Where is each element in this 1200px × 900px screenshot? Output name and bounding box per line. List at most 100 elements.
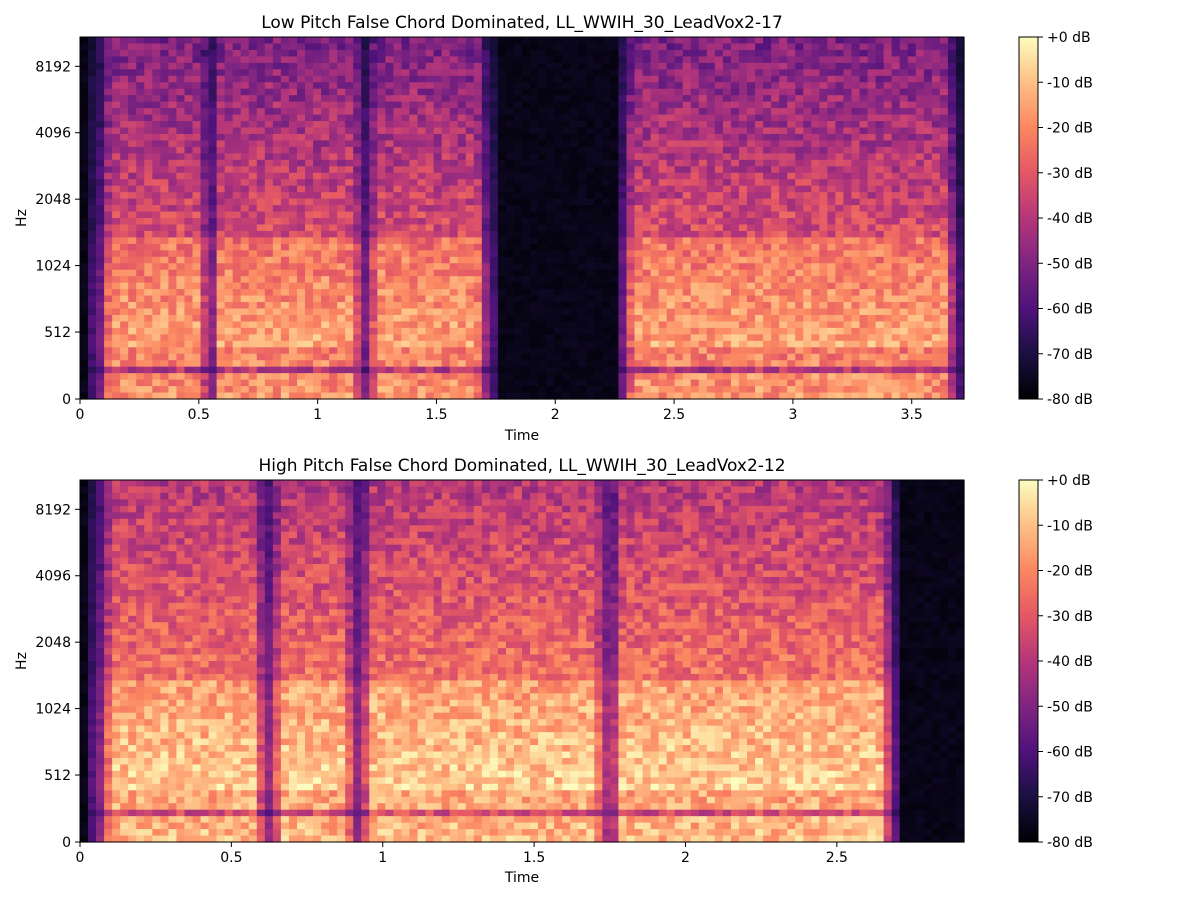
heatmap-cell xyxy=(714,302,724,310)
heatmap-cell xyxy=(208,62,218,70)
heatmap-cell xyxy=(441,308,451,316)
heatmap-cell xyxy=(296,88,306,96)
heatmap-cell xyxy=(272,172,282,180)
heatmap-cell xyxy=(642,95,652,103)
heatmap-cell xyxy=(369,360,378,368)
heatmap-cell xyxy=(505,373,515,381)
heatmap-cell xyxy=(409,276,419,284)
heatmap-cell xyxy=(473,56,483,64)
heatmap-cell xyxy=(401,95,411,103)
heatmap-cell xyxy=(594,95,603,103)
heatmap-cell xyxy=(682,95,692,103)
heatmap-cell xyxy=(441,263,451,271)
heatmap-cell xyxy=(425,360,435,368)
heatmap-cell xyxy=(441,172,451,180)
heatmap-cell xyxy=(409,62,419,70)
heatmap-cell xyxy=(658,56,668,64)
heatmap-cell xyxy=(642,192,652,200)
heatmap-cell xyxy=(570,373,579,381)
heatmap-cell xyxy=(674,263,684,271)
heatmap-cell xyxy=(353,360,362,368)
heatmap-cell xyxy=(513,198,523,206)
heatmap-cell xyxy=(618,373,628,381)
heatmap-cell xyxy=(602,340,611,348)
heatmap-cell xyxy=(610,379,620,387)
heatmap-cell xyxy=(296,69,306,77)
heatmap-cell xyxy=(393,179,403,187)
heatmap-cell xyxy=(481,43,491,51)
heatmap-cell xyxy=(200,43,210,51)
heatmap-cell xyxy=(682,321,692,329)
heatmap-cell xyxy=(160,269,169,277)
heatmap-cell xyxy=(240,127,250,135)
heatmap-cell xyxy=(690,56,700,64)
heatmap-cell xyxy=(232,218,242,226)
heatmap-cell xyxy=(321,108,330,116)
heatmap-cell xyxy=(682,198,692,206)
heatmap-cell xyxy=(296,153,306,161)
heatmap-cell xyxy=(738,88,748,96)
heatmap-cell xyxy=(369,69,378,77)
heatmap-cell xyxy=(120,82,129,90)
heatmap-cell xyxy=(562,62,571,70)
heatmap-cell xyxy=(256,101,266,109)
heatmap-cell xyxy=(449,192,459,200)
heatmap-cell xyxy=(136,127,145,135)
heatmap-cell xyxy=(152,185,161,193)
heatmap-cell xyxy=(433,250,443,258)
heatmap-cell xyxy=(329,153,338,161)
heatmap-cell xyxy=(264,140,274,148)
heatmap-cell xyxy=(481,101,491,109)
heatmap-cell xyxy=(345,314,354,323)
heatmap-cell xyxy=(240,302,250,310)
heatmap-cell xyxy=(449,172,459,180)
heatmap-cell xyxy=(264,75,274,83)
heatmap-cell xyxy=(513,334,523,342)
heatmap-cell xyxy=(594,140,603,148)
heatmap-cell xyxy=(377,95,386,103)
heatmap-cell xyxy=(698,192,708,200)
heatmap-cell xyxy=(787,75,796,83)
heatmap-cell xyxy=(144,121,153,129)
heatmap-cell xyxy=(112,295,121,303)
heatmap-cell xyxy=(296,340,306,348)
heatmap-cell xyxy=(353,37,362,45)
heatmap-cell xyxy=(168,43,178,51)
heatmap-cell xyxy=(497,82,507,90)
heatmap-cell xyxy=(538,49,547,57)
heatmap-cell xyxy=(160,82,169,90)
heatmap-cell xyxy=(393,43,403,51)
heatmap-cell xyxy=(505,146,515,154)
heatmap-cell xyxy=(618,256,628,264)
heatmap-cell xyxy=(602,269,611,277)
heatmap-cell xyxy=(706,353,716,361)
heatmap-cell xyxy=(682,302,692,310)
heatmap-cell xyxy=(738,108,748,116)
heatmap-cell xyxy=(795,95,804,103)
heatmap-cell xyxy=(144,269,153,277)
heatmap-cell xyxy=(377,133,386,142)
heatmap-cell xyxy=(184,140,194,148)
heatmap-cell xyxy=(473,237,483,245)
heatmap-cell xyxy=(505,43,515,51)
heatmap-cell xyxy=(248,37,258,45)
heatmap-cell xyxy=(288,327,298,335)
heatmap-cell xyxy=(152,172,161,180)
heatmap-cell xyxy=(409,269,419,277)
heatmap-cell xyxy=(763,211,772,219)
heatmap-cell xyxy=(497,95,507,103)
heatmap-cell xyxy=(208,211,218,219)
heatmap-cell xyxy=(361,386,370,394)
heatmap-cell xyxy=(618,198,628,206)
heatmap-cell xyxy=(353,159,362,167)
heatmap-cell xyxy=(313,75,322,83)
heatmap-cell xyxy=(618,379,628,387)
heatmap-cell xyxy=(385,95,395,103)
heatmap-cell xyxy=(136,237,145,245)
heatmap-cell xyxy=(441,153,451,161)
heatmap-cell xyxy=(128,49,137,57)
heatmap-cell xyxy=(80,133,89,142)
heatmap-cell xyxy=(706,289,716,297)
heatmap-cell xyxy=(208,353,218,361)
